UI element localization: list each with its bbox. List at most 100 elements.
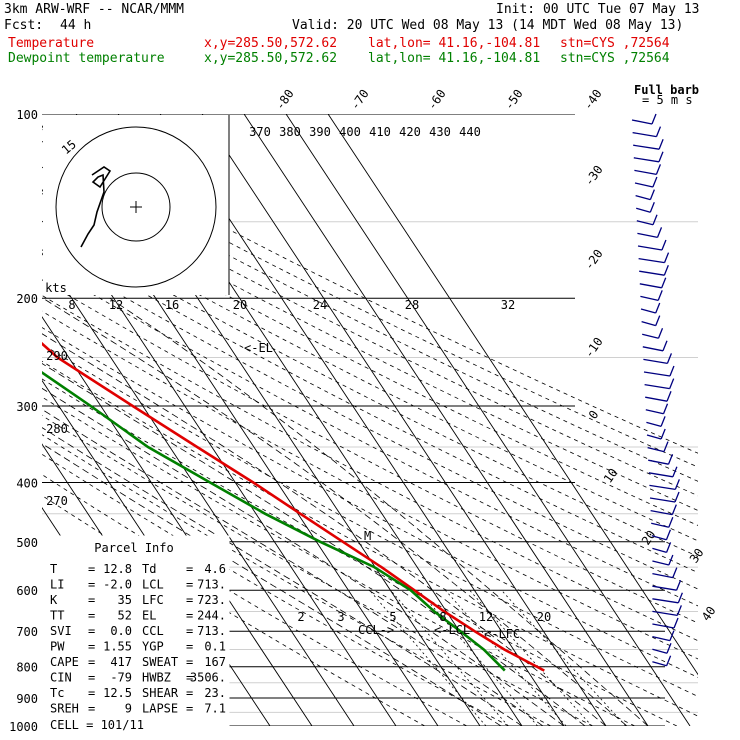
hodograph-speed-label: 16 [165, 298, 179, 312]
wind-barb-feather [657, 327, 664, 339]
parcel-cell: CELL = 101/11 [50, 718, 144, 732]
dry-adiabat [42, 206, 698, 542]
parcel-key: CAPE [50, 655, 79, 669]
moist-adiabat [42, 408, 544, 726]
parcel-value: -79 [110, 671, 132, 685]
wind-barb-feather [673, 617, 679, 629]
wind-barb [651, 522, 669, 528]
wind-barb-feather [672, 466, 678, 478]
parcel-value: 35 [118, 593, 132, 607]
parcel-eq: = [88, 562, 95, 576]
wind-barb-feather [655, 315, 661, 326]
parcel-value-2: 713. [197, 624, 226, 638]
parcel-value: 52 [118, 609, 132, 623]
temperature-legend: Temperature [8, 36, 95, 51]
theta-label: 410 [369, 125, 391, 139]
parcel-key-2: Td [142, 562, 156, 576]
parcel-key: TT [50, 609, 64, 623]
init-time: Init: 00 UTC Tue 07 May 13 [496, 2, 700, 17]
wind-barb-feather [666, 390, 672, 402]
isotherm [201, 114, 607, 726]
isotherm [243, 114, 649, 726]
parcel-box [41, 535, 230, 727]
parcel-key-2: SWEAT [142, 655, 178, 669]
wind-barb [636, 207, 651, 213]
wind-barb-feather [652, 176, 658, 188]
isotherm-label: 20 [639, 528, 659, 548]
forecast-hours: 44 h [60, 18, 92, 33]
valid-time: Valid: 20 UTC Wed 08 May 13 (14 MDT Wed … [292, 18, 684, 33]
wind-barb [641, 320, 656, 327]
isotherm-label: -50 [502, 87, 526, 113]
parcel-key: PW [50, 640, 65, 654]
parcel-eq-2: = [186, 562, 193, 576]
parcel-eq-2: = [186, 671, 193, 685]
parcel-value-2: 3506. [190, 671, 226, 685]
parcel-key-2: YGP [142, 640, 164, 654]
forecast-label: Fcst: [4, 18, 44, 33]
isotherm-label: -70 [348, 87, 372, 113]
mixing-ratio-label: 3 [337, 610, 344, 624]
wind-barb-feather [652, 214, 658, 226]
isotherm-label: -80 [273, 87, 297, 113]
mixing-ratio-line [501, 589, 627, 726]
parcel-eq: = [88, 655, 95, 669]
dry-adiabat [42, 166, 698, 497]
wind-barb-feather [669, 365, 675, 377]
parcel-key-2: CCL [142, 624, 164, 638]
theta-label: 370 [249, 125, 271, 139]
parcel-key: SVI [50, 624, 72, 638]
wind-barb-feather [667, 453, 674, 465]
parcel-value: 1.55 [103, 640, 132, 654]
pressure-label: 200 [16, 292, 38, 306]
wind-barb-feather [662, 403, 669, 415]
parcel-eq: = [88, 702, 95, 716]
parcel-value: 417 [110, 655, 132, 669]
parcel-value-2: 4.6 [204, 562, 226, 576]
dry-adiabat [42, 264, 698, 607]
wind-barb [633, 157, 660, 163]
wind-barb [651, 535, 667, 541]
wind-barb-feather [676, 605, 682, 616]
theta-label: 400 [339, 125, 361, 139]
dry-adiabat [42, 396, 635, 726]
isotherm-label: 40 [699, 604, 719, 624]
moist-adiabat [109, 297, 649, 726]
theta-label: 440 [459, 125, 481, 139]
wind-barb [636, 220, 654, 226]
wind-barb-feather [651, 113, 657, 125]
parcel-value-2: 244. [197, 609, 226, 623]
parcel-value: 12.5 [103, 686, 132, 700]
dry-adiabat [42, 234, 698, 574]
dry-adiabat [42, 294, 698, 642]
parcel-eq-2: = [186, 702, 193, 716]
wind-barb-feather [649, 189, 655, 200]
wind-barb-feather [656, 227, 663, 238]
dry-adiabat [42, 193, 698, 526]
wind-barb-feather [668, 516, 674, 528]
wind-barb-feather [669, 630, 675, 641]
theta-label: 390 [309, 125, 331, 139]
mixing-ratio-label: 20 [537, 610, 551, 624]
wind-barb [649, 497, 676, 503]
hodograph-ring-inner [101, 172, 171, 242]
wind-barb [652, 572, 673, 579]
moist-adiabat [42, 427, 523, 726]
isotherm-label: -20 [582, 247, 606, 273]
wind-barb-feather [660, 428, 666, 440]
moist-adiabat [42, 363, 586, 726]
parcel-key: CIN [50, 671, 72, 685]
isotherm [0, 114, 18, 726]
pressure-label: 400 [16, 476, 38, 490]
wind-barb [648, 472, 673, 478]
parcel-eq: = [88, 593, 95, 607]
wind-barb-feather [672, 567, 678, 578]
parcel-eq-2: = [186, 624, 193, 638]
parcel-value-2: 23. [204, 686, 226, 700]
theta-label: 420 [399, 125, 421, 139]
temperature-xy: x,y=285.50,572.62 [204, 36, 338, 51]
model-title: 3km ARW-WRF -- NCAR/MMM [4, 2, 185, 17]
parcel-key-2: LCL [142, 578, 164, 592]
parcel-value: 9 [125, 702, 132, 716]
